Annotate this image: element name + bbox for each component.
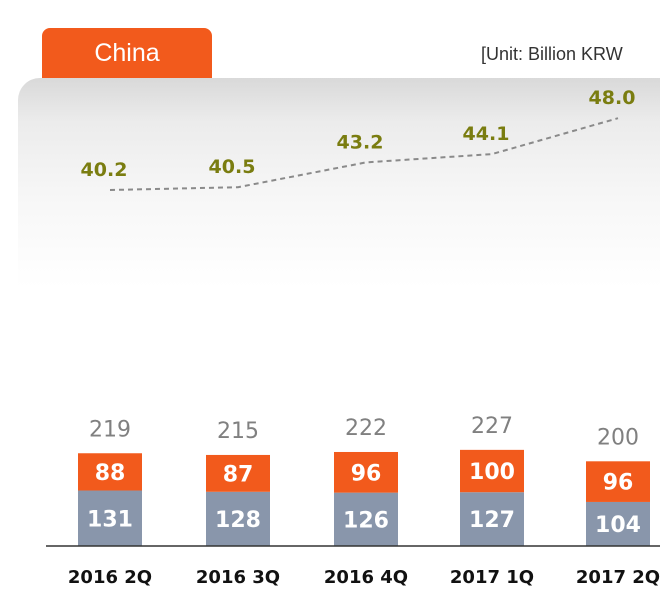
trend-value-label: 48.0 (589, 87, 636, 109)
category-tick-label: 2017 1Q (450, 567, 534, 588)
bar-total-label: 227 (471, 414, 513, 439)
bar-segment-top (334, 451, 398, 493)
category-tick-label: 2016 3Q (196, 567, 280, 588)
bar-segment-top (586, 461, 650, 502)
bar-segment-top (206, 454, 270, 492)
line-panel-background (18, 78, 660, 288)
bar-base-value-label: 128 (215, 508, 261, 533)
trend-value-label: 40.2 (81, 159, 128, 181)
category-tick-label: 2017 2Q (576, 567, 660, 588)
bar-base-value-label: 126 (343, 508, 389, 533)
bar-total-label: 219 (89, 417, 131, 442)
bar-segment-base (78, 490, 142, 546)
tab-china[interactable]: China (42, 28, 212, 78)
bar-base-value-label: 127 (469, 508, 515, 533)
bar-total-label: 215 (217, 419, 259, 444)
unit-label: [Unit: Billion KRW (481, 44, 623, 64)
bar-top-value-label: 87 (223, 462, 254, 487)
bar-top-value-label: 100 (469, 460, 515, 485)
bar-top-value-label: 88 (95, 461, 126, 486)
bar-segment-base (586, 501, 650, 546)
category-tick-label: 2016 4Q (324, 567, 408, 588)
bar-base-value-label: 104 (595, 513, 641, 538)
bar-base-value-label: 131 (87, 507, 133, 532)
trend-value-label: 44.1 (463, 123, 510, 145)
bar-layer (78, 449, 650, 546)
trend-line (109, 117, 619, 191)
bar-segment-base (334, 492, 398, 546)
bar-segment-top (78, 453, 142, 491)
label-layer: 131 88 219 2016 2Q 128 87 215 2016 3Q 126 96 222 20… (68, 87, 660, 588)
bar-top-value-label: 96 (351, 461, 382, 486)
bar-total-label: 200 (597, 425, 639, 450)
category-tick-label: 2016 2Q (68, 567, 152, 588)
bar-segment-base (206, 491, 270, 546)
bar-segment-top (460, 449, 524, 493)
bar-total-label: 222 (345, 416, 387, 441)
trend-line-layer (109, 117, 619, 191)
bar-top-value-label: 96 (603, 471, 634, 496)
bar-segment-base (460, 492, 524, 546)
trend-value-label: 40.5 (209, 156, 256, 178)
trend-value-label: 43.2 (337, 131, 384, 153)
